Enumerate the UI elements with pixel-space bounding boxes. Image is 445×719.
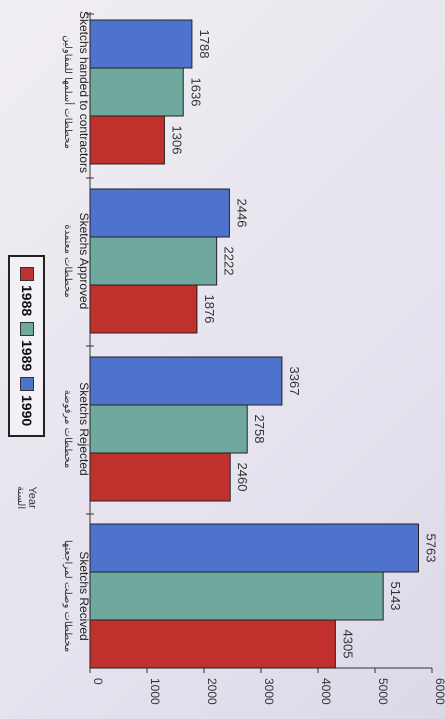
category-label-arabic: مخططات وصلت لمراجعتها xyxy=(62,540,73,652)
category-label-arabic: مخططات معتمدة xyxy=(62,224,73,297)
bar xyxy=(89,571,384,621)
category-label-arabic: مخططات أسلمها للمقاولين xyxy=(62,35,75,149)
legend-swatch xyxy=(20,267,34,281)
value-axis-tick-label: 3000 xyxy=(262,678,276,705)
legend-swatch xyxy=(20,322,34,336)
data-label: 1636 xyxy=(188,78,203,107)
value-axis-tick-label: 4000 xyxy=(319,678,333,705)
category-label-arabic: مخططات مرفوضة xyxy=(62,390,73,469)
data-label: 1306 xyxy=(169,126,184,155)
data-label: 2446 xyxy=(234,199,249,228)
category-label: Sketchs Recived xyxy=(77,551,91,640)
legend-swatch xyxy=(20,377,34,391)
data-label: 1788 xyxy=(197,30,212,59)
category-label: Sketchs handed to contractors xyxy=(77,11,91,173)
bar xyxy=(89,188,230,238)
legend-item: 1990 xyxy=(12,377,42,427)
legend: 1988 1989 1990 xyxy=(8,255,45,437)
data-label: 4305 xyxy=(340,630,355,659)
category-label: Sketchs Rejected xyxy=(77,382,91,475)
data-label: 2222 xyxy=(222,247,237,276)
bar xyxy=(89,356,283,406)
bar xyxy=(89,115,165,165)
bar xyxy=(89,236,218,286)
legend-label: 1990 xyxy=(19,395,35,427)
legend-label: 1988 xyxy=(19,285,35,317)
bar xyxy=(89,523,419,573)
value-axis-tick-label: 1000 xyxy=(148,678,162,705)
bar xyxy=(89,19,193,69)
data-label: 5143 xyxy=(388,582,403,611)
value-axis-tick-label: 2000 xyxy=(205,678,219,705)
data-label: 2758 xyxy=(252,415,267,444)
data-label: 2460 xyxy=(235,463,250,492)
axis-title-ar: السنة xyxy=(15,486,26,510)
data-label: 1876 xyxy=(202,295,217,324)
bar xyxy=(89,284,198,334)
legend-item: 1988 xyxy=(12,267,42,317)
data-label: 3367 xyxy=(287,367,302,396)
value-axis-tick-label: 6000 xyxy=(433,678,445,705)
bar xyxy=(89,404,248,454)
legend-label: 1989 xyxy=(19,340,35,372)
value-axis-tick-label: 5000 xyxy=(376,678,390,705)
value-axis-tick-label: 0 xyxy=(91,678,105,685)
axis-title-en: Year xyxy=(26,486,38,509)
data-label: 5763 xyxy=(423,534,438,563)
bar xyxy=(89,619,336,669)
bar xyxy=(89,452,231,502)
bar xyxy=(89,67,184,117)
legend-item: 1989 xyxy=(12,322,42,372)
category-label: Sketchs Approved xyxy=(77,213,91,310)
